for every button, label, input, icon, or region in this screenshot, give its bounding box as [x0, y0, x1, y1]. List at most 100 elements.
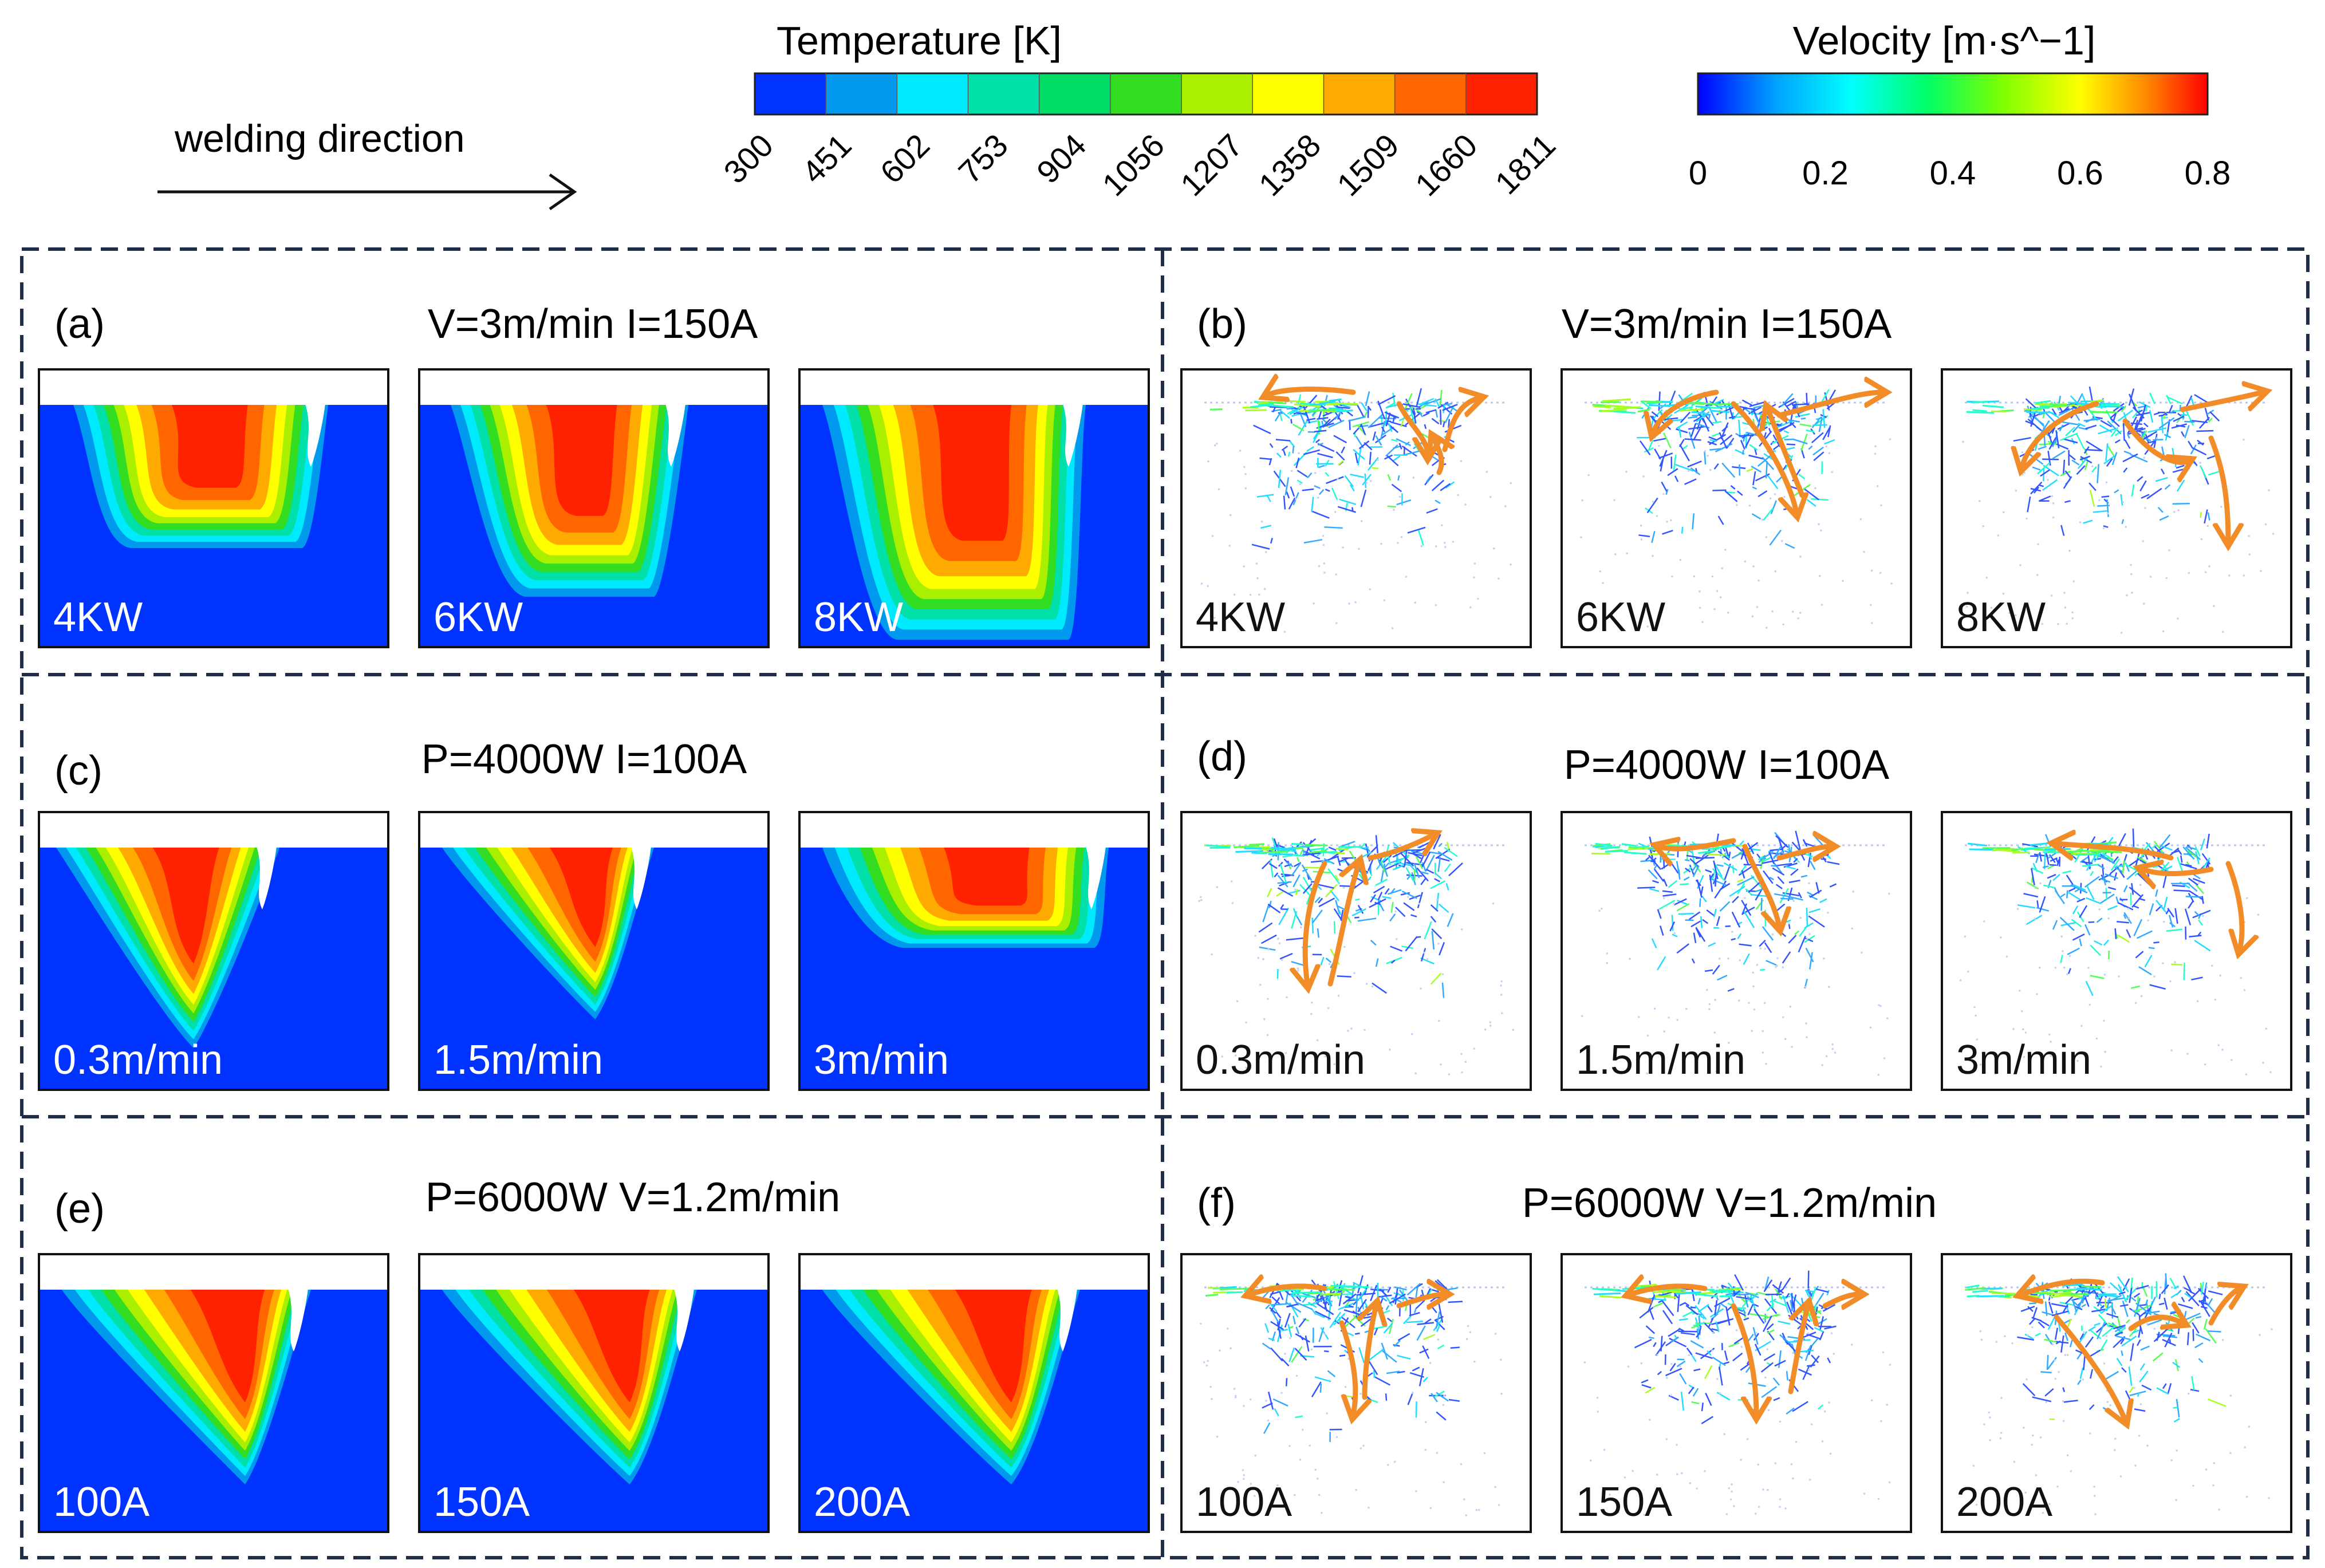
velocity-field-image: 0.3m/min	[1180, 811, 1532, 1091]
temperature-swatch	[755, 73, 826, 115]
flow-path-arrows	[1305, 835, 1433, 984]
flow-path-arrow	[1731, 1303, 1756, 1415]
keyhole-cavity	[631, 846, 651, 909]
temperature-tick-label: 1358	[1252, 127, 1328, 203]
velocity-vectors	[1962, 386, 2275, 634]
flow-path-arrow	[1776, 392, 1882, 418]
panel-f-title: P=6000W V=1.2m/min	[1522, 1180, 1937, 1226]
panel-b-heading: (b) V=3m/min I=150A	[1197, 301, 1891, 347]
welding-direction-arrow	[157, 173, 577, 211]
temperature-swatch	[1252, 73, 1324, 115]
temperature-tick-label: 1509	[1330, 127, 1406, 203]
temperature-field-image: 1.5m/min	[418, 811, 770, 1091]
flow-path-arrow	[1327, 864, 1359, 987]
isotherm-band	[171, 405, 248, 488]
velocity-field-image: 3m/min	[1941, 811, 2292, 1091]
panel-e-letter: (e)	[54, 1186, 105, 1232]
panel-b-letter: (b)	[1197, 301, 1247, 347]
temperature-tick-label: 451	[795, 127, 858, 191]
flow-path-arrows	[1653, 392, 1882, 513]
panel-b: 4KW 6KW 8KW	[1180, 368, 2292, 648]
flow-path-arrow	[1630, 1286, 1708, 1294]
panel-frames	[20, 247, 2310, 1559]
flow-path-arrows	[2022, 1281, 2240, 1420]
case-label: 8KW	[814, 594, 903, 640]
isotherm-band	[152, 848, 219, 964]
velocity-tick-label: 0.8	[2185, 155, 2231, 192]
temperature-swatch	[1465, 73, 1538, 115]
velocity-field-image: 150A	[1560, 1253, 1912, 1533]
flow-path-arrow	[2054, 1314, 2125, 1420]
case-label: 4KW	[1196, 594, 1285, 640]
temperature-field-image: 100A	[38, 1253, 389, 1533]
panel-e-title: P=6000W V=1.2m/min	[425, 1175, 840, 1220]
keyhole-cavity	[1057, 1289, 1077, 1352]
panel-e-heading: (e) P=6000W V=1.2m/min	[54, 1175, 840, 1232]
flow-path-arrows	[1250, 1286, 1445, 1415]
temperature-swatch	[1394, 73, 1467, 115]
velocity-colorbar-ticks: 0 0.2 0.4 0.6 0.8	[1689, 155, 2231, 192]
case-label: 8KW	[1956, 594, 2046, 640]
temperature-swatch	[897, 73, 969, 115]
isotherm-band	[546, 405, 617, 516]
flow-path-arrow	[1776, 846, 1831, 858]
keyhole-cavity	[665, 404, 685, 467]
flow-path-arrow	[1305, 861, 1327, 984]
isotherm-band	[573, 1290, 650, 1402]
temperature-tick-label: 753	[951, 127, 1015, 191]
temperature-field-image: 200A	[798, 1253, 1150, 1533]
temperature-tick-label: 904	[1030, 127, 1093, 191]
flow-path-arrow	[1768, 409, 1805, 498]
panel-d-heading: (d) P=4000W I=100A	[1197, 734, 1889, 788]
velocity-legend-title: Velocity [m·s^−1]	[1793, 18, 2096, 63]
temperature-tick-label: 1056	[1095, 127, 1171, 203]
panel-f-letter: (f)	[1197, 1180, 1236, 1226]
temperature-field-image: 150A	[418, 1253, 770, 1533]
temperature-swatch	[1110, 73, 1182, 115]
case-label: 100A	[1196, 1479, 1292, 1525]
flow-path-arrows	[2022, 392, 2263, 541]
panel-c-heading: (c) P=4000W I=100A	[54, 736, 747, 794]
temperature-field-image: 4KW	[38, 368, 389, 648]
isotherm-band	[190, 1290, 265, 1402]
flow-path-arrow	[1250, 1286, 1327, 1294]
isotherm-band	[955, 1290, 1032, 1402]
flow-path-arrow	[1653, 389, 1719, 432]
temperature-field-image: 8KW	[798, 368, 1150, 648]
keyhole-cavity	[1086, 846, 1106, 909]
velocity-field-image: 4KW	[1180, 368, 1532, 648]
temperature-swatch	[968, 73, 1040, 115]
case-label: 150A	[434, 1479, 530, 1525]
flow-path-arrow	[1742, 844, 1779, 927]
panel-d-letter: (d)	[1197, 734, 1247, 779]
velocity-field-image: 100A	[1180, 1253, 1532, 1533]
temperature-swatch	[826, 73, 897, 115]
panel-b-title: V=3m/min I=150A	[1562, 301, 1891, 347]
flow-path-arrow	[2128, 1317, 2182, 1331]
case-label: 100A	[53, 1479, 149, 1525]
temperature-field-image: 3m/min	[798, 811, 1150, 1091]
flow-path-arrow	[2022, 401, 2099, 467]
keyhole-cavity	[1063, 404, 1083, 467]
temperature-legend-title: Temperature [K]	[777, 18, 1062, 63]
velocity-field-image: 6KW	[1560, 368, 1912, 648]
temperature-field-image: 0.3m/min	[38, 811, 389, 1091]
case-label: 3m/min	[1956, 1037, 2091, 1083]
panel-a: 4KW 6KW 8KW	[38, 368, 1150, 648]
keyhole-cavity	[674, 1289, 694, 1352]
flow-path-arrow	[1659, 841, 1736, 849]
temperature-swatch	[1039, 73, 1111, 115]
keyhole-cavity	[257, 846, 277, 909]
temperature-tick-label: 1811	[1488, 127, 1562, 202]
velocity-vectors	[1964, 1273, 2273, 1516]
panel-c-title: P=4000W I=100A	[421, 736, 747, 782]
flow-path-arrow	[2180, 392, 2263, 412]
case-label: 6KW	[1576, 594, 1665, 640]
velocity-tick-label: 0.4	[1930, 155, 1976, 192]
panel-a-heading: (a) V=3m/min I=150A	[54, 301, 758, 347]
flow-path-arrow	[2022, 1281, 2105, 1294]
panel-d: 0.3m/min 1.5m/min 3m/min	[1180, 811, 2292, 1091]
panel-a-title: V=3m/min I=150A	[428, 301, 758, 347]
flow-path-arrow	[2208, 1289, 2240, 1326]
panel-c-letter: (c)	[54, 748, 103, 794]
